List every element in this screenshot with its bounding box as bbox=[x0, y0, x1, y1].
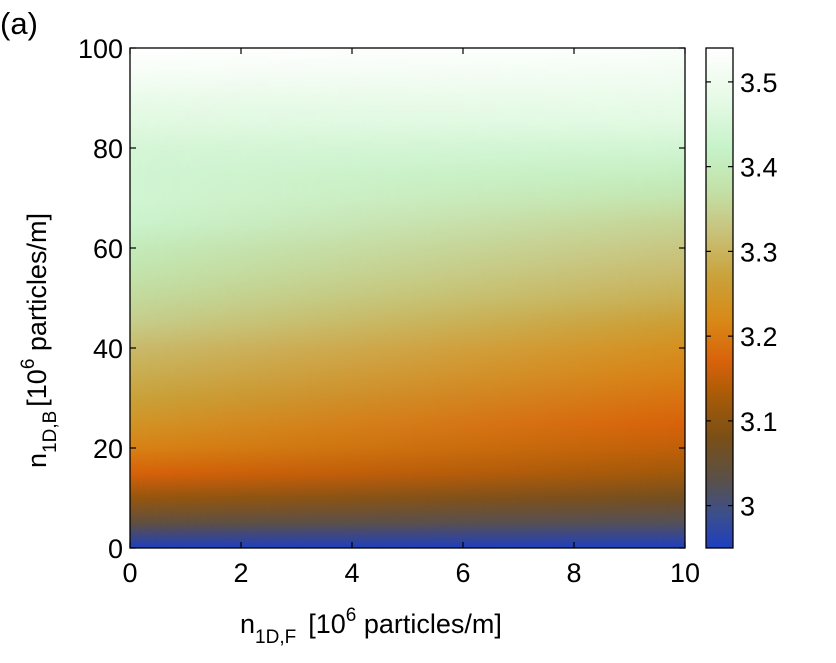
panel-label: (a) bbox=[0, 6, 38, 41]
colorbar-tick-label: 3 bbox=[740, 492, 755, 522]
y-tick-label: 80 bbox=[93, 134, 123, 164]
colorbar-tick-label: 3.3 bbox=[740, 237, 778, 267]
x-axis-label-subscript: 1D,F bbox=[255, 627, 296, 648]
x-tick-label: 0 bbox=[122, 558, 137, 588]
y-tick-label: 20 bbox=[93, 434, 123, 464]
x-tick-label: 4 bbox=[344, 558, 359, 588]
y-axis-label: n1D,B [106 particles/m] bbox=[18, 213, 61, 468]
heatmap-field bbox=[130, 48, 685, 548]
colorbar-tick-label: 3.1 bbox=[740, 407, 778, 437]
x-tick-label: 10 bbox=[670, 558, 700, 588]
colorbar-tick-label: 3.5 bbox=[740, 68, 778, 98]
y-axis-label-exponent: 6 bbox=[18, 359, 39, 370]
y-tick-label: 100 bbox=[78, 34, 123, 64]
colorbar-ticks: 3 3.1 3.2 3.3 3.4 3.5 bbox=[706, 68, 778, 522]
x-tick-label: 6 bbox=[455, 558, 470, 588]
colorbar-tick-label: 3.4 bbox=[740, 153, 778, 183]
y-axis: 0 20 40 60 80 100 bbox=[78, 34, 685, 564]
x-axis-label-base: n bbox=[240, 609, 255, 639]
colorbar-frame bbox=[705, 47, 734, 549]
x-axis: 0 2 4 6 8 10 bbox=[122, 48, 700, 588]
colorbar: 3 3.1 3.2 3.3 3.4 3.5 bbox=[705, 47, 778, 549]
y-tick-label: 40 bbox=[93, 334, 123, 364]
x-axis-label-unit-suffix: particles/m] bbox=[356, 609, 502, 639]
colorbar-fill bbox=[706, 48, 733, 548]
colorbar-tick-label: 3.2 bbox=[740, 322, 778, 352]
x-axis-label-unit-prefix: [10 bbox=[308, 609, 346, 639]
plot-frame bbox=[129, 47, 686, 549]
y-axis-label-base: n bbox=[22, 453, 52, 468]
x-axis-label-exponent: 6 bbox=[346, 605, 357, 626]
heatmap-base-right bbox=[130, 48, 685, 548]
y-axis-label-unit-suffix: particles/m] bbox=[22, 213, 52, 359]
x-axis-label: n1D,F [106 particles/m] bbox=[240, 605, 502, 648]
y-axis-label-subscript: 1D,B bbox=[40, 411, 61, 453]
y-axis-label-unit-prefix: [10 bbox=[22, 369, 52, 407]
x-tick-label: 2 bbox=[233, 558, 248, 588]
y-tick-label: 0 bbox=[108, 534, 123, 564]
y-tick-label: 60 bbox=[93, 234, 123, 264]
x-tick-label: 8 bbox=[566, 558, 581, 588]
